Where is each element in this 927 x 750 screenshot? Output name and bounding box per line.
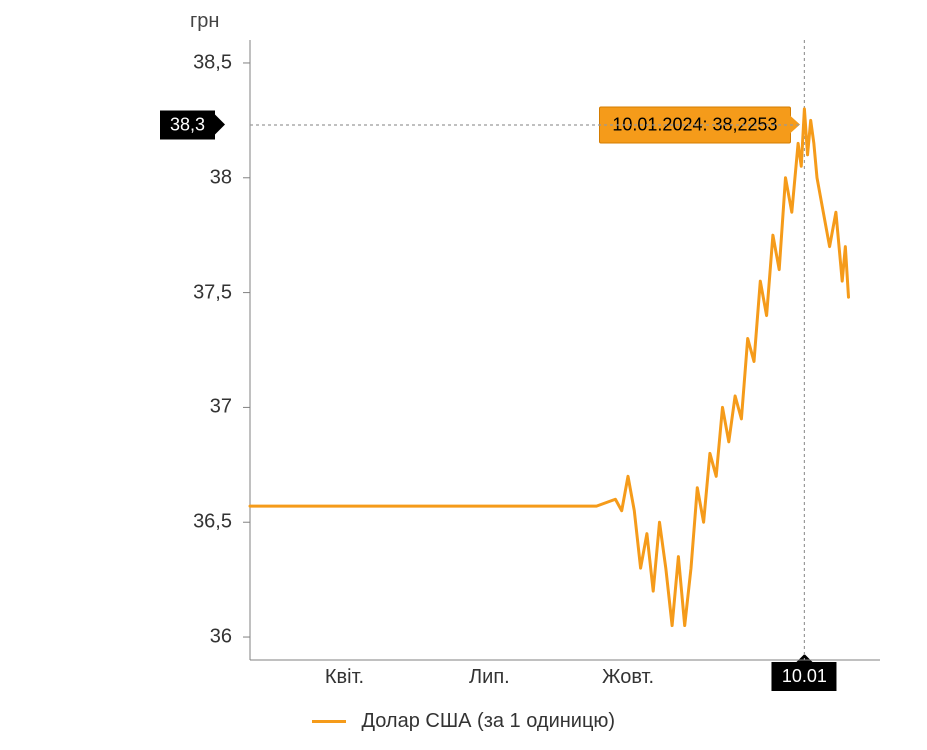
currency-chart: грн 36 36,5 37 37,5 38 38,5 Квіт. Лип. Ж… (0, 0, 927, 750)
y-tick-marks (243, 63, 250, 637)
series-usd-line (250, 109, 849, 626)
plot-area[interactable] (0, 0, 927, 750)
